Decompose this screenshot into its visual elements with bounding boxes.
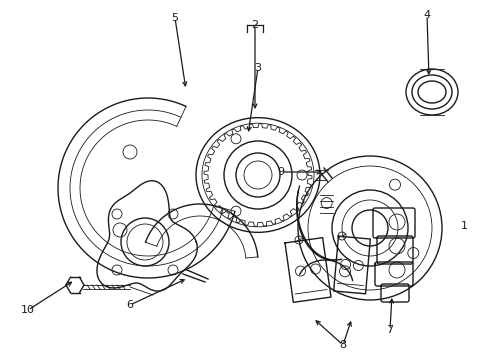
Text: 4: 4 [423, 10, 429, 20]
Text: 7: 7 [386, 325, 393, 335]
Text: 9: 9 [277, 167, 284, 177]
Text: 5: 5 [171, 13, 178, 23]
Text: 1: 1 [460, 221, 467, 231]
Text: 3: 3 [254, 63, 261, 73]
Text: 2: 2 [251, 20, 258, 30]
Text: 6: 6 [126, 300, 133, 310]
Text: 10: 10 [21, 305, 35, 315]
Text: 8: 8 [339, 340, 346, 350]
